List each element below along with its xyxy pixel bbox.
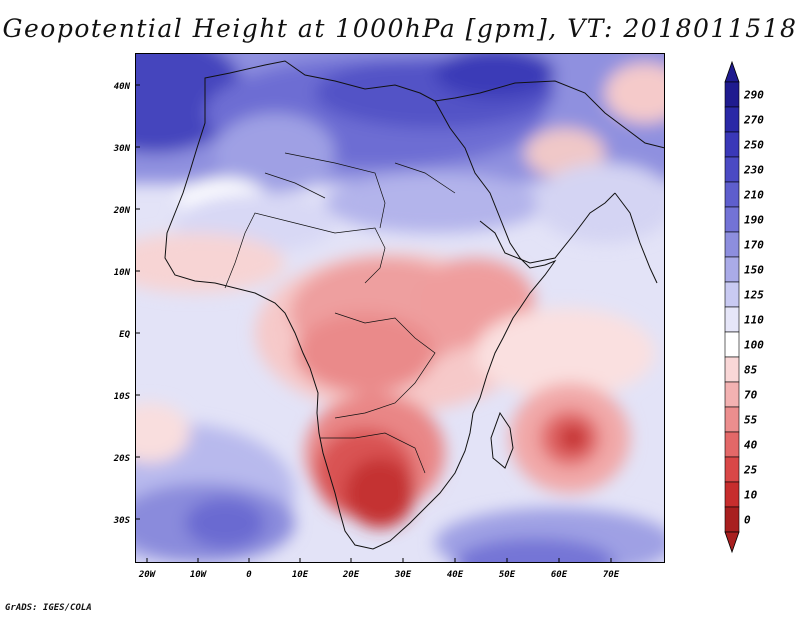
lon-label-70e: 70E: [603, 570, 620, 580]
lon-label-30e: 30E: [394, 570, 412, 580]
colorbar-swatch: [724, 156, 740, 183]
lon-labels: 20W 10W 0 10E 20E 30E 40E 50E 60E 70E: [138, 570, 620, 580]
colorbar-swatch: [724, 356, 740, 383]
colorbar-label: 210: [743, 189, 764, 202]
arabia-coast: [479, 192, 616, 264]
colorbar-label: 270: [743, 114, 764, 127]
lat-label-30s: 30S: [113, 516, 131, 526]
southern-africa-borders: [320, 432, 426, 474]
colorbar-label: 250: [743, 139, 764, 152]
colorbar-swatch: [724, 281, 740, 308]
lon-ticks: [146, 558, 612, 563]
colorbar-label: 150: [744, 264, 764, 277]
west-africa-borders: [224, 212, 386, 289]
lat-label-40n: 40N: [114, 82, 131, 92]
colorbar-swatch: [724, 256, 740, 283]
colorbar-label: 290: [743, 89, 764, 102]
lon-label-60e: 60E: [551, 570, 568, 580]
lat-label-20n: 20N: [113, 206, 131, 216]
coastlines: [164, 60, 665, 550]
lat-labels: 40N 30N 20N 10N EQ 10S 20S 30S: [113, 82, 131, 526]
lat-label-10s: 10S: [114, 392, 131, 402]
colorbar-swatch: [724, 106, 740, 133]
map-title: Geopotential Height at 1000hPa [gpm], VT…: [2, 14, 798, 43]
colorbar-label: 0: [744, 514, 751, 527]
colorbar-arrow-bottom: [724, 531, 740, 554]
colorbar-label: 110: [744, 314, 764, 327]
central-africa-borders: [334, 312, 436, 419]
lon-label-40e: 40E: [447, 570, 464, 580]
lat-label-10n: 10N: [114, 268, 131, 278]
colorbar-label: 230: [743, 164, 764, 177]
colorbar-label: 10: [744, 489, 758, 502]
lon-label-20w: 20W: [138, 570, 157, 580]
colorbar-label: 85: [744, 364, 758, 377]
map-panel: [135, 53, 665, 563]
colorbar-swatch: [724, 131, 740, 158]
africa-coastline: [164, 60, 557, 550]
lon-label-0: 0: [246, 570, 252, 580]
lon-label-50e: 50E: [499, 570, 516, 580]
lat-label-30n: 30N: [113, 144, 131, 154]
colorbar-swatch: [724, 206, 740, 233]
india-coast: [614, 192, 658, 284]
map-frame: [135, 53, 665, 563]
lon-label-10e: 10E: [292, 570, 309, 580]
lat-ticks: [135, 84, 140, 520]
madagascar-coast: [490, 411, 514, 469]
colorbar-swatch: [724, 481, 740, 508]
lat-label-eq: EQ: [119, 330, 130, 340]
grads-credit: GrADS: IGES/COLA: [5, 603, 92, 613]
lon-label-20e: 20E: [342, 570, 360, 580]
colorbar-swatch: [724, 406, 740, 433]
colorbar: 2902702502302101901701501251101008570554…: [724, 60, 764, 554]
colorbar-label: 170: [744, 239, 764, 252]
lat-label-20s: 20S: [113, 454, 131, 464]
sahara-borders: [284, 152, 386, 229]
colorbar-swatch: [724, 231, 740, 258]
colorbar-label: 190: [744, 214, 764, 227]
colorbar-swatch: [724, 506, 740, 533]
height-field: [135, 53, 665, 563]
colorbar-label: 40: [744, 439, 758, 452]
colorbar-swatch: [724, 331, 740, 358]
lon-label-10w: 10W: [190, 570, 208, 580]
colorbar-swatch: [724, 181, 740, 208]
colorbar-swatch: [724, 81, 740, 108]
middle-east-coast: [434, 80, 665, 149]
colorbar-label: 55: [744, 414, 758, 427]
colorbar-label: 70: [744, 389, 758, 402]
map-plot: [135, 53, 665, 563]
colorbar-arrow-top: [724, 60, 740, 83]
colorbar-swatch: [724, 381, 740, 408]
colorbar-label: 125: [744, 289, 764, 302]
colorbar-label: 25: [743, 464, 758, 477]
colorbar-swatch: [724, 306, 740, 333]
north-africa-borders: [264, 162, 456, 199]
colorbar-swatch: [724, 431, 740, 458]
colorbar-label: 100: [744, 339, 764, 352]
colorbar-swatch: [724, 456, 740, 483]
